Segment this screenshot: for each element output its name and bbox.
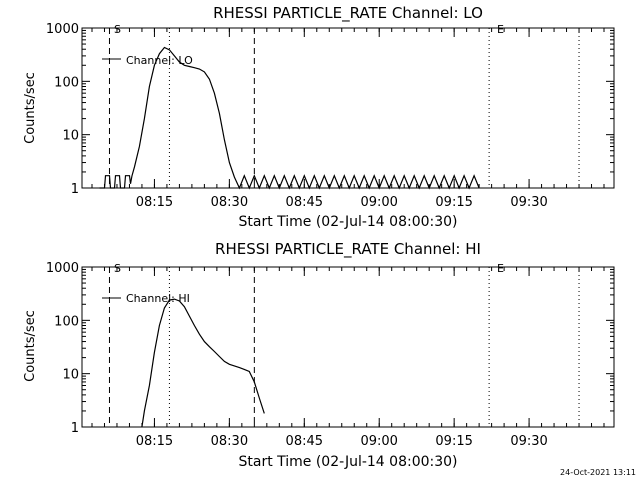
y-tick-label: 100	[54, 75, 79, 90]
x-tick-label: 09:15	[435, 434, 472, 449]
x-tick-label: 09:30	[510, 434, 547, 449]
x-axis-label: Start Time (02-Jul-14 08:00:30)	[238, 454, 457, 470]
y-tick-label: 10	[62, 368, 79, 383]
end-marker-label: E	[497, 23, 504, 36]
plot-frame	[81, 27, 615, 189]
chart-panel-lo: RHESSI PARTICLE_RATE Channel: LO Start T…	[23, 4, 615, 230]
x-tick-label: 09:00	[360, 434, 397, 449]
y-axis-label: Counts/sec	[23, 72, 38, 144]
x-tick-label: 08:15	[136, 195, 173, 210]
legend-label: Channel: LO	[126, 54, 193, 67]
series-line	[99, 46, 480, 190]
y-tick-label: 1000	[46, 22, 79, 37]
x-tick-label: 08:45	[286, 434, 323, 449]
x-tick-label: 08:30	[211, 434, 248, 449]
y-axis-label: Counts/sec	[23, 310, 38, 382]
x-tick-label: 08:30	[211, 195, 248, 210]
start-marker-label: S	[114, 23, 121, 36]
y-tick-label: 1	[71, 421, 79, 436]
x-tick-label: 09:30	[510, 195, 547, 210]
x-axis-label: Start Time (02-Jul-14 08:00:30)	[238, 214, 457, 230]
chart-title: RHESSI PARTICLE_RATE Channel: HI	[215, 240, 481, 259]
y-tick-label: 10	[62, 129, 79, 144]
end-marker-label: E	[497, 262, 504, 275]
chart-panel-hi: RHESSI PARTICLE_RATE Channel: HI Start T…	[23, 240, 615, 470]
plot-frame	[81, 266, 615, 428]
y-tick-label: 1	[71, 182, 79, 197]
x-tick-label: 09:15	[435, 195, 472, 210]
chart-title: RHESSI PARTICLE_RATE Channel: LO	[213, 4, 483, 23]
y-tick-label: 100	[54, 314, 79, 329]
series-line	[141, 298, 265, 428]
x-tick-label: 08:45	[286, 195, 323, 210]
timestamp-label: 24-Oct-2021 13:11	[560, 468, 636, 477]
x-tick-label: 08:15	[136, 434, 173, 449]
y-tick-label: 1000	[46, 261, 79, 276]
legend-label: Channel: HI	[126, 292, 190, 305]
x-tick-label: 09:00	[360, 195, 397, 210]
start-marker-label: S	[114, 262, 121, 275]
